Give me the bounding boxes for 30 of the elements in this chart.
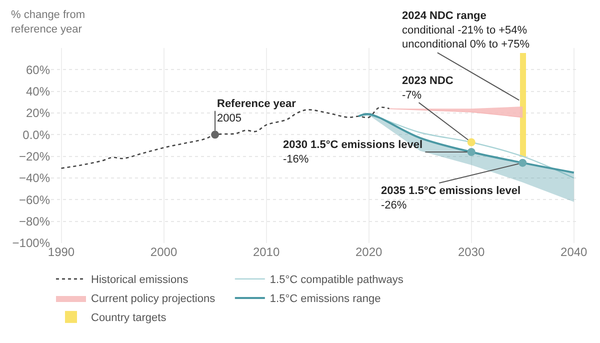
annotation: 2030 1.5°C emissions level -16% <box>283 139 423 166</box>
legend-label: Current policy projections <box>91 293 216 306</box>
x-tick-label: 1990 <box>48 245 75 259</box>
point <box>467 138 476 146</box>
annotation: 2024 NDC range conditional -21% to +54% unconditional 0% to +75% <box>402 10 530 51</box>
x-tick-label: 2010 <box>252 245 280 259</box>
x-tick-label: 2040 <box>560 245 588 259</box>
x-tick-label: 2030 <box>458 245 486 259</box>
y-tick-label: 40% <box>26 84 50 99</box>
y-tick-label: 0.0% <box>22 128 50 142</box>
point <box>211 130 220 139</box>
annotation: Reference year 2005 <box>217 98 297 124</box>
point <box>518 158 527 167</box>
y-tick-label: 60% <box>26 62 50 77</box>
y-axis-title: % change from reference year <box>11 9 85 36</box>
y-tick-label: −20% <box>18 150 50 164</box>
legend-label: Country targets <box>91 312 167 324</box>
legend-label: 1.5°C compatible pathways <box>270 274 404 286</box>
annotation: 2023 NDC -7% <box>402 75 454 102</box>
y-tick-label: −60% <box>18 192 50 207</box>
x-tick-label: 2020 <box>355 245 382 259</box>
legend-label: 1.5°C emissions range <box>270 293 381 306</box>
legend-label: Historical emissions <box>91 274 189 286</box>
y-tick-label: −40% <box>18 171 50 186</box>
x-tick-label: 2000 <box>150 245 178 259</box>
point <box>467 148 476 156</box>
y-tick-label: 20% <box>26 106 50 120</box>
y-tick-label: −80% <box>18 214 50 229</box>
annotation: 2035 1.5°C emissions level -26% <box>381 185 521 212</box>
y-tick-label: −100% <box>12 236 50 250</box>
